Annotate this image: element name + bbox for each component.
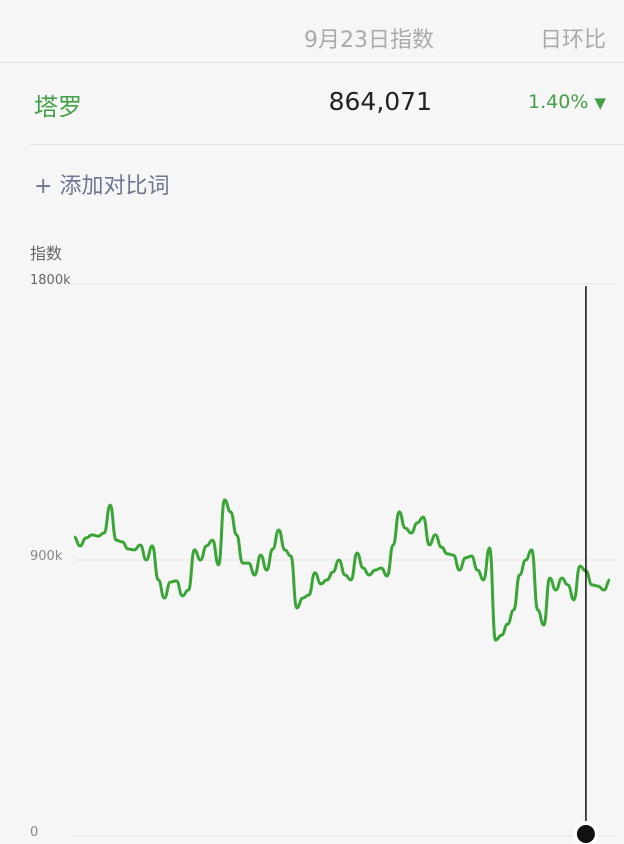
triangle-down-icon: ▼ [594, 94, 606, 112]
day-ratio-header: 日环比 [539, 28, 606, 53]
cursor-handle[interactable] [576, 825, 595, 843]
table-header: 9月23日指数 日环比 [0, 0, 624, 63]
plus-icon: + [34, 174, 53, 199]
add-compare-button[interactable]: + 添加对比词 [34, 168, 169, 200]
keyword-label: 塔罗 [34, 93, 82, 121]
y-tick-label: 0 [30, 825, 38, 840]
change-percent: 1.40% [528, 91, 589, 113]
series-line [73, 498, 611, 642]
change-value: 1.40% ▼ [528, 91, 606, 113]
y-tick-label: 1800k [30, 273, 71, 288]
y-axis-label: 指数 [30, 244, 63, 263]
index-value: 864,071 [328, 87, 432, 116]
keyword-row[interactable]: 塔罗 864,071 1.40% ▼ [30, 63, 624, 145]
date-index-header: 9月23日指数 [304, 28, 434, 53]
y-tick-label: 900k [30, 549, 63, 564]
add-compare-label: 添加对比词 [59, 174, 170, 199]
